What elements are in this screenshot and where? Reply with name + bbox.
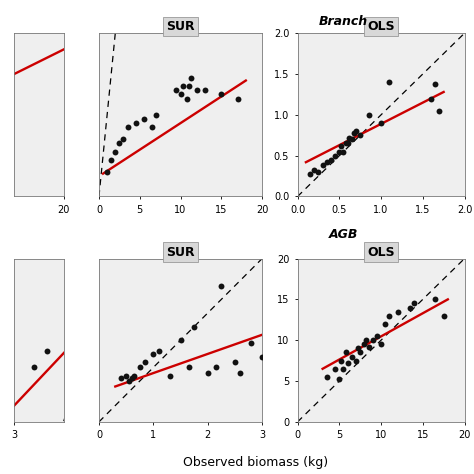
Point	[258, 353, 266, 360]
Point	[340, 365, 347, 373]
Point	[193, 87, 201, 94]
Point	[373, 332, 381, 340]
Point	[130, 372, 138, 379]
Point	[331, 152, 339, 159]
Point	[352, 357, 360, 365]
Point	[431, 80, 439, 88]
Point	[440, 312, 447, 319]
Point	[344, 140, 351, 147]
Point	[362, 337, 370, 344]
Point	[356, 131, 364, 139]
Point	[361, 340, 368, 348]
Point	[342, 140, 350, 147]
Point	[191, 323, 198, 330]
Point	[231, 358, 239, 366]
Point	[218, 91, 225, 98]
Point	[340, 148, 347, 155]
Point	[354, 345, 362, 352]
Title: SUR: SUR	[166, 20, 195, 33]
Point	[407, 304, 414, 311]
Point	[377, 340, 385, 348]
Point	[201, 87, 209, 94]
Point	[436, 107, 443, 115]
Point	[183, 95, 191, 102]
Point	[348, 136, 356, 143]
Point	[111, 148, 119, 155]
Point	[369, 337, 376, 344]
Point	[136, 364, 144, 371]
Point	[185, 364, 192, 371]
Point	[348, 353, 356, 360]
Point	[365, 343, 372, 351]
Point	[177, 91, 184, 98]
Point	[117, 374, 125, 382]
Point	[177, 337, 184, 344]
Point	[237, 369, 244, 377]
Point	[179, 82, 187, 90]
Point	[336, 375, 343, 383]
Point	[351, 129, 358, 137]
Point	[356, 349, 364, 356]
Point	[140, 115, 147, 123]
Point	[377, 119, 385, 127]
Point	[382, 320, 389, 328]
Title: SUR: SUR	[166, 246, 195, 258]
Point	[319, 162, 327, 169]
Point	[310, 166, 318, 174]
Point	[212, 364, 219, 371]
Point	[173, 87, 180, 94]
Point	[132, 119, 139, 127]
Point	[30, 364, 38, 371]
Title: OLS: OLS	[367, 246, 395, 258]
Point	[337, 357, 345, 365]
Point	[344, 359, 351, 367]
Point	[116, 140, 123, 147]
Point	[306, 170, 314, 177]
Title: OLS: OLS	[367, 20, 395, 33]
Point	[122, 372, 130, 379]
Point	[431, 296, 439, 303]
Point	[352, 128, 360, 135]
Point	[323, 158, 330, 166]
Point	[385, 312, 393, 319]
Point	[150, 350, 157, 357]
Point	[315, 168, 322, 176]
Point	[148, 123, 156, 131]
Point	[327, 156, 335, 164]
Text: AGB: AGB	[329, 228, 358, 241]
Point	[124, 123, 131, 131]
Point	[331, 365, 339, 373]
Point	[394, 308, 401, 315]
Point	[185, 82, 192, 90]
Point	[346, 134, 353, 142]
Point	[428, 95, 435, 102]
Point	[108, 156, 115, 164]
Point	[187, 74, 195, 82]
Point	[385, 78, 393, 86]
Point	[125, 377, 133, 385]
Point	[342, 349, 350, 356]
Text: Branch: Branch	[319, 15, 368, 28]
Point	[337, 142, 345, 150]
Point	[152, 111, 160, 118]
Point	[323, 373, 330, 381]
Point	[336, 148, 343, 155]
Point	[155, 347, 163, 355]
Text: Observed biomass (kg): Observed biomass (kg)	[183, 456, 328, 469]
Point	[128, 374, 136, 382]
Point	[43, 347, 51, 355]
Point	[410, 300, 418, 307]
Point	[218, 282, 225, 290]
Point	[204, 369, 211, 377]
Point	[141, 358, 149, 366]
Point	[166, 372, 173, 379]
Point	[365, 111, 372, 118]
Point	[247, 339, 255, 346]
Point	[103, 168, 111, 176]
Point	[234, 95, 241, 102]
Point	[119, 136, 127, 143]
